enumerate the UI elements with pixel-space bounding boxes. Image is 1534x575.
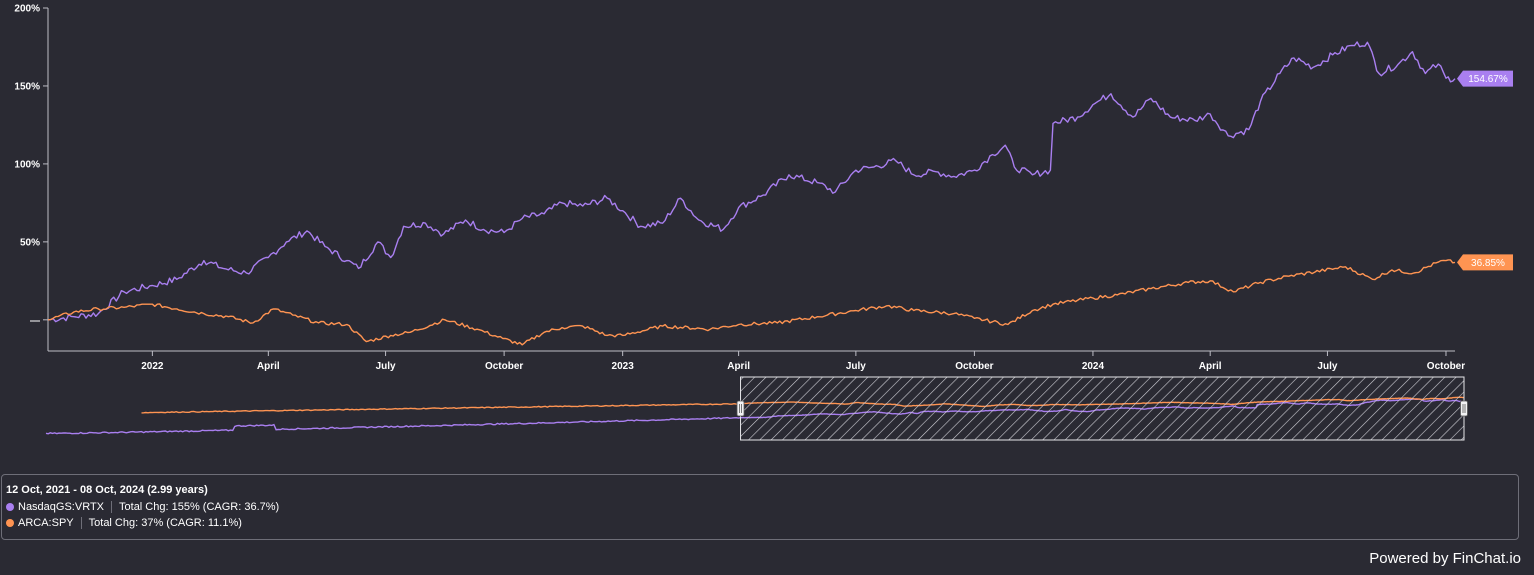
divider bbox=[80, 517, 82, 529]
x-tick-label: July bbox=[1317, 361, 1337, 372]
x-tick-label: July bbox=[846, 361, 866, 372]
x-tick-label: April bbox=[1199, 361, 1222, 372]
spy-legend-dot bbox=[6, 519, 14, 527]
end-value-labels: 154.67% 36.85% bbox=[1457, 70, 1513, 271]
x-tick-label: October bbox=[1427, 361, 1465, 372]
end-label-badge bbox=[1457, 70, 1513, 87]
summary-panel: 12 Oct, 2021 - 08 Oct, 2024 (2.99 years)… bbox=[1, 474, 1519, 540]
x-tick-label: July bbox=[376, 361, 396, 372]
divider bbox=[111, 501, 113, 513]
x-tick-label: 2024 bbox=[1082, 361, 1105, 372]
end-value-label: 154.67% bbox=[1468, 74, 1508, 85]
summary-row-spy: ARCA:SPY Total Chg: 37% (CAGR: 11.1%) bbox=[6, 515, 1514, 531]
navigator-right-handle[interactable] bbox=[1460, 400, 1468, 417]
series-lines bbox=[47, 41, 1456, 346]
vrtx-stats: Total Chg: 155% (CAGR: 36.7%) bbox=[119, 501, 280, 513]
vrtx-legend-dot bbox=[6, 503, 14, 511]
spy-stats: Total Chg: 37% (CAGR: 11.1%) bbox=[88, 517, 242, 529]
powered-by-footer[interactable]: Powered by FinChat.io bbox=[1369, 550, 1521, 567]
y-tick-label: 50% bbox=[20, 237, 40, 248]
navigator-selection[interactable] bbox=[740, 376, 1465, 441]
y-tick-label: 200% bbox=[14, 4, 40, 15]
series-line-spy bbox=[47, 259, 1456, 346]
x-tick-label: April bbox=[727, 361, 750, 372]
navigator-left-handle[interactable] bbox=[736, 400, 745, 417]
end-label-badge bbox=[1457, 254, 1513, 271]
y-tick-label: 100% bbox=[14, 159, 40, 170]
x-tick-label: April bbox=[257, 361, 280, 372]
x-tick-label: 2023 bbox=[612, 361, 635, 372]
x-tick-label: October bbox=[955, 361, 993, 372]
range-navigator[interactable] bbox=[45, 376, 1468, 441]
x-tick-label: 2022 bbox=[141, 361, 164, 372]
y-tick-label: 150% bbox=[14, 81, 40, 92]
end-value-label: 36.85% bbox=[1471, 258, 1505, 269]
axes: 200% 150% 100% 50% — 2022 April July October 2023… bbox=[14, 4, 1465, 373]
date-range-text: 12 Oct, 2021 - 08 Oct, 2024 (2.99 years) bbox=[6, 484, 208, 496]
vrtx-ticker: NasdaqGS:VRTX bbox=[18, 501, 105, 513]
x-tick-label: October bbox=[485, 361, 523, 372]
y-tick-label: — bbox=[30, 315, 40, 326]
summary-row-vrtx: NasdaqGS:VRTX Total Chg: 155% (CAGR: 36.… bbox=[6, 499, 1514, 515]
chart-area: 200% 150% 100% 50% — 2022 April July October 2023… bbox=[14, 4, 1513, 441]
series-line-vrtx bbox=[47, 41, 1456, 323]
spy-ticker: ARCA:SPY bbox=[18, 517, 74, 529]
